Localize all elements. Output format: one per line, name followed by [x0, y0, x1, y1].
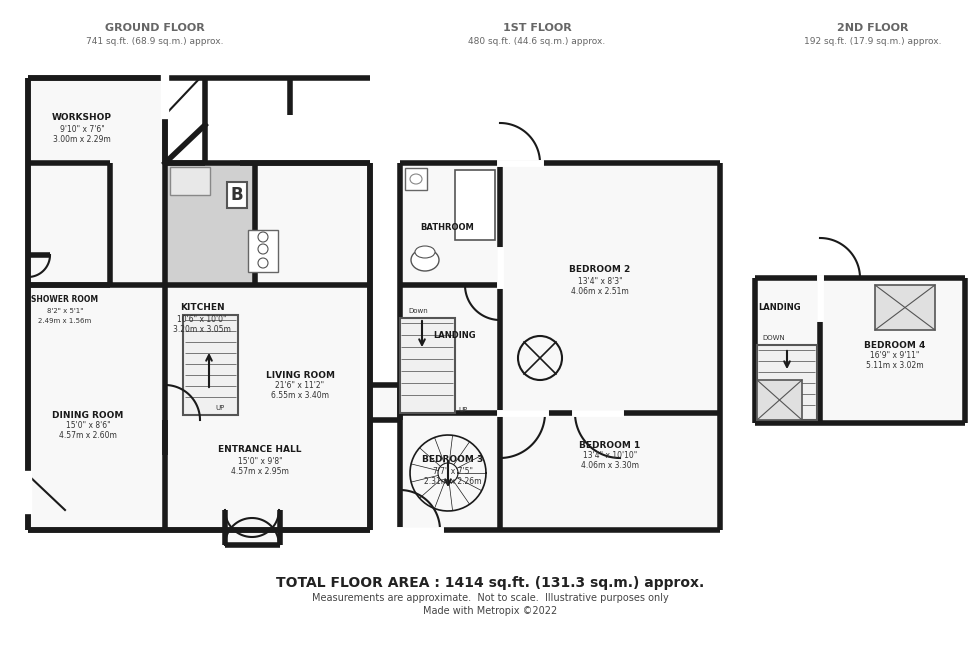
- Text: 10'6" x 10'0": 10'6" x 10'0": [177, 315, 226, 323]
- Text: Measurements are approximate.  Not to scale.  Illustrative purposes only: Measurements are approximate. Not to sca…: [312, 593, 668, 603]
- Text: UP: UP: [458, 407, 467, 413]
- Polygon shape: [165, 165, 370, 530]
- Text: BEDROOM 2: BEDROOM 2: [569, 266, 630, 274]
- Bar: [183, 315, 238, 415]
- Bar: [170, 167, 210, 195]
- Text: 192 sq.ft. (17.9 sq.m.) approx.: 192 sq.ft. (17.9 sq.m.) approx.: [805, 37, 942, 46]
- Text: KITCHEN: KITCHEN: [179, 304, 224, 313]
- Text: 8'2" x 5'1": 8'2" x 5'1": [47, 308, 83, 314]
- Text: 480 sq.ft. (44.6 sq.m.) approx.: 480 sq.ft. (44.6 sq.m.) approx.: [468, 37, 606, 46]
- Text: 741 sq.ft. (68.9 sq.m.) approx.: 741 sq.ft. (68.9 sq.m.) approx.: [86, 37, 223, 46]
- Bar: [455, 170, 495, 240]
- Text: 13'4" x 8'3": 13'4" x 8'3": [577, 276, 622, 285]
- Text: LANDING: LANDING: [434, 330, 476, 340]
- Text: 16'9" x 9'11": 16'9" x 9'11": [870, 351, 919, 360]
- Text: 4.57m x 2.60m: 4.57m x 2.60m: [59, 432, 117, 441]
- Text: LANDING: LANDING: [759, 304, 802, 313]
- Text: DOWN: DOWN: [762, 335, 785, 341]
- Text: 9'10" x 7'6": 9'10" x 7'6": [60, 125, 105, 133]
- Bar: [757, 345, 817, 420]
- Text: DINING ROOM: DINING ROOM: [52, 411, 123, 419]
- Text: BEDROOM 3: BEDROOM 3: [422, 456, 483, 464]
- Text: BEDROOM 4: BEDROOM 4: [864, 340, 926, 349]
- Text: 4.06m x 3.30m: 4.06m x 3.30m: [581, 462, 639, 471]
- Text: BEDROOM 1: BEDROOM 1: [579, 441, 641, 449]
- Bar: [875, 285, 935, 330]
- Text: 4.57m x 2.95m: 4.57m x 2.95m: [231, 466, 289, 475]
- Polygon shape: [28, 78, 165, 530]
- Text: 7'7" x 7'5": 7'7" x 7'5": [433, 466, 473, 475]
- Text: UP: UP: [215, 405, 224, 411]
- Text: 2.31m x 2.26m: 2.31m x 2.26m: [424, 477, 482, 485]
- Text: 3.20m x 3.05m: 3.20m x 3.05m: [173, 325, 231, 334]
- Bar: [757, 380, 802, 420]
- Polygon shape: [370, 385, 400, 420]
- Text: 5.11m x 3.02m: 5.11m x 3.02m: [866, 362, 924, 370]
- Bar: [400, 163, 720, 530]
- Text: 4.06m x 2.51m: 4.06m x 2.51m: [571, 287, 629, 296]
- Text: BATHROOM: BATHROOM: [420, 223, 474, 232]
- Bar: [400, 318, 455, 413]
- Text: SHOWER ROOM: SHOWER ROOM: [31, 296, 99, 304]
- Text: 2.49m x 1.56m: 2.49m x 1.56m: [38, 318, 91, 324]
- Text: LIVING ROOM: LIVING ROOM: [266, 370, 334, 379]
- Ellipse shape: [411, 249, 439, 271]
- Polygon shape: [225, 510, 280, 545]
- Text: 13'4" x 10'10": 13'4" x 10'10": [583, 451, 637, 460]
- Text: 6.55m x 3.40m: 6.55m x 3.40m: [271, 392, 329, 400]
- Text: 3.00m x 2.29m: 3.00m x 2.29m: [53, 135, 111, 144]
- Text: GROUND FLOOR: GROUND FLOOR: [105, 23, 205, 33]
- Ellipse shape: [415, 246, 435, 258]
- Text: WORKSHOP: WORKSHOP: [52, 114, 112, 123]
- Text: 15'0" x 8'6": 15'0" x 8'6": [66, 421, 111, 430]
- Text: B: B: [230, 186, 243, 204]
- Text: 1ST FLOOR: 1ST FLOOR: [503, 23, 571, 33]
- Text: 21'6" x 11'2": 21'6" x 11'2": [275, 381, 324, 390]
- Bar: [405, 168, 427, 190]
- Text: TOTAL FLOOR AREA : 1414 sq.ft. (131.3 sq.m.) approx.: TOTAL FLOOR AREA : 1414 sq.ft. (131.3 sq…: [276, 576, 704, 590]
- Text: Made with Metropix ©2022: Made with Metropix ©2022: [423, 606, 557, 616]
- Bar: [165, 163, 255, 285]
- Text: 15'0" x 9'8": 15'0" x 9'8": [238, 456, 282, 466]
- Text: 2ND FLOOR: 2ND FLOOR: [837, 23, 908, 33]
- Polygon shape: [28, 78, 370, 530]
- Bar: [755, 278, 965, 423]
- Text: ENTRANCE HALL: ENTRANCE HALL: [219, 445, 302, 454]
- Bar: [248, 230, 278, 272]
- Text: Down: Down: [408, 308, 427, 314]
